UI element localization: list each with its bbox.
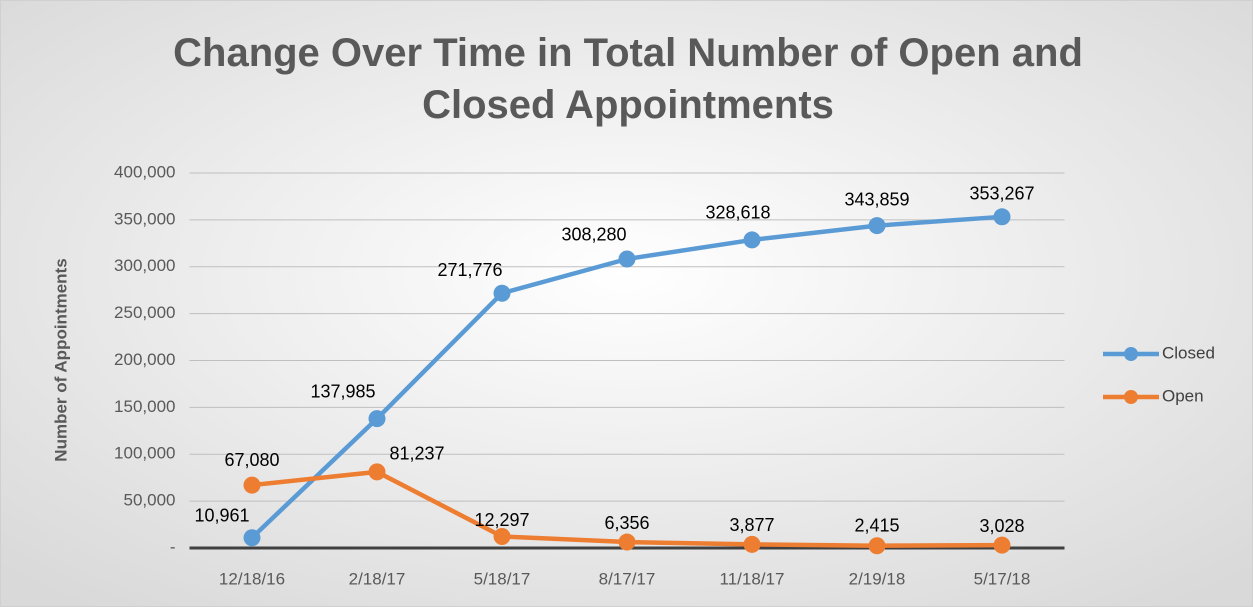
data-label: 3,877 bbox=[729, 515, 774, 535]
data-point bbox=[993, 208, 1011, 226]
y-axis-label: Number of Appointments bbox=[51, 258, 70, 461]
x-tick-label: 2/18/17 bbox=[349, 569, 406, 588]
legend-label: Open bbox=[1162, 386, 1204, 405]
data-point bbox=[618, 250, 636, 268]
data-label: 10,961 bbox=[194, 505, 249, 525]
y-tick-label: 100,000 bbox=[114, 444, 175, 463]
data-point bbox=[743, 535, 761, 553]
x-tick-label: 5/17/18 bbox=[974, 569, 1031, 588]
data-label: 308,280 bbox=[561, 225, 626, 245]
data-label: 12,297 bbox=[474, 510, 529, 530]
data-label: 3,028 bbox=[979, 516, 1024, 536]
x-tick-label: 2/19/18 bbox=[849, 569, 906, 588]
data-point bbox=[868, 217, 886, 235]
data-point bbox=[243, 476, 261, 494]
x-tick-label: 5/18/17 bbox=[474, 569, 531, 588]
data-label: 81,237 bbox=[389, 444, 444, 464]
data-point bbox=[743, 231, 761, 249]
y-tick-label: 300,000 bbox=[114, 256, 175, 275]
data-label: 137,985 bbox=[310, 381, 375, 401]
y-tick-label: 350,000 bbox=[114, 209, 175, 228]
y-tick-label: 400,000 bbox=[114, 162, 175, 181]
y-tick-label: 50,000 bbox=[124, 491, 176, 510]
data-point bbox=[618, 533, 636, 551]
data-label: 67,080 bbox=[224, 450, 279, 470]
legend-marker bbox=[1124, 347, 1138, 361]
y-tick-label: 200,000 bbox=[114, 350, 175, 369]
data-label: 271,776 bbox=[437, 260, 502, 280]
data-label: 328,618 bbox=[705, 203, 770, 223]
data-point bbox=[868, 537, 886, 555]
data-label: 343,859 bbox=[844, 189, 909, 209]
data-label: 6,356 bbox=[604, 513, 649, 533]
legend-marker bbox=[1124, 390, 1138, 404]
y-tick-label: 150,000 bbox=[114, 397, 175, 416]
x-tick-label: 8/17/17 bbox=[599, 569, 656, 588]
data-point bbox=[993, 536, 1011, 554]
data-point bbox=[493, 284, 511, 302]
legend-label: Closed bbox=[1162, 343, 1215, 362]
x-tick-label: 11/18/17 bbox=[720, 569, 785, 588]
chart-title: Change Over Time in Total Number of Open… bbox=[173, 31, 1083, 127]
data-point bbox=[243, 529, 261, 547]
data-point bbox=[368, 410, 386, 428]
data-point bbox=[368, 463, 386, 481]
y-tick-label: - bbox=[170, 537, 176, 556]
data-point bbox=[493, 527, 511, 545]
x-tick-label: 12/18/16 bbox=[219, 569, 285, 588]
data-label: 353,267 bbox=[969, 184, 1034, 204]
y-tick-label: 250,000 bbox=[114, 303, 175, 322]
data-label: 2,415 bbox=[854, 515, 899, 535]
